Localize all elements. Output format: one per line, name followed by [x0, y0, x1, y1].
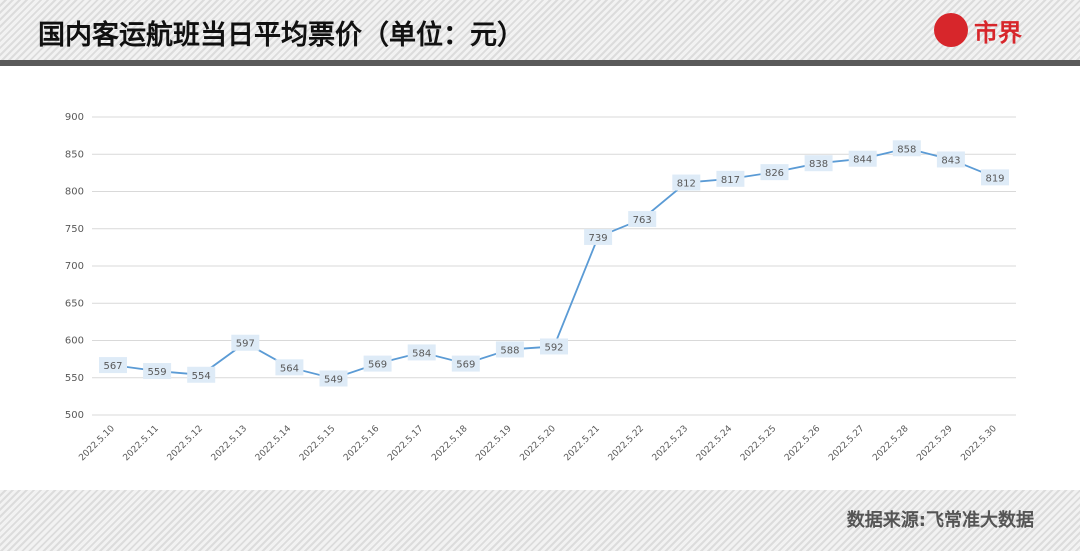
x-tick-label: 2022.5.30 [959, 424, 999, 464]
data-label-bg [231, 334, 260, 351]
data-label-bg [760, 164, 789, 181]
data-label-bg [584, 228, 613, 245]
data-label: 559 [148, 367, 167, 378]
x-tick-label: 2022.5.22 [607, 424, 646, 463]
x-tick-label: 2022.5.21 [563, 424, 602, 463]
y-tick-label: 600 [65, 336, 84, 347]
data-label-bg [672, 174, 701, 191]
x-tick-label: 2022.5.24 [695, 424, 735, 464]
data-label: 549 [324, 374, 343, 385]
data-label-bg [936, 151, 965, 168]
data-label: 588 [500, 345, 519, 356]
x-tick-label: 2022.5.12 [166, 424, 205, 463]
y-tick-label: 500 [65, 410, 84, 421]
logo-text: 市界 [974, 18, 1022, 47]
header-bar [0, 60, 1080, 66]
x-tick-label: 2022.5.29 [915, 424, 955, 464]
x-tick-label: 2022.5.13 [210, 424, 249, 463]
data-label-bg [143, 363, 172, 380]
y-tick-label: 650 [65, 298, 84, 309]
x-tick-label: 2022.5.19 [474, 424, 514, 464]
data-label: 858 [897, 144, 916, 155]
data-label-bg [187, 366, 216, 383]
x-tick-label: 2022.5.18 [430, 424, 470, 464]
data-label: 569 [456, 360, 475, 371]
data-label: 564 [280, 363, 299, 374]
data-label-bg [981, 169, 1009, 186]
data-label-bg [892, 140, 921, 157]
data-label-bg [275, 359, 304, 376]
data-label: 584 [412, 348, 431, 359]
logo: 市界 [934, 12, 1022, 48]
data-label-bg [804, 155, 833, 172]
logo-icon [934, 13, 968, 47]
chart-title: 国内客运航班当日平均票价（单位：元） [38, 20, 524, 51]
data-label-bg [407, 344, 436, 361]
y-tick-label: 900 [65, 112, 84, 123]
data-label-bg [451, 355, 480, 372]
y-tick-label: 550 [65, 373, 84, 384]
x-tick-label: 2022.5.28 [871, 424, 911, 464]
data-label: 844 [853, 155, 872, 166]
x-tick-label: 2022.5.23 [651, 424, 690, 463]
data-label: 597 [236, 339, 255, 350]
data-label: 739 [589, 233, 608, 244]
data-label: 763 [633, 215, 652, 226]
y-tick-label: 700 [65, 261, 84, 272]
data-label-bg [628, 211, 657, 228]
data-label: 812 [677, 179, 696, 190]
x-tick-label: 2022.5.11 [122, 424, 161, 463]
data-label: 843 [941, 155, 960, 166]
data-label-bg [319, 370, 348, 387]
x-tick-label: 2022.5.25 [739, 424, 778, 463]
footer [0, 490, 1080, 551]
data-label-bg [848, 150, 877, 167]
header [0, 0, 1080, 60]
x-tick-label: 2022.5.27 [827, 424, 866, 463]
x-tick-label: 2022.5.20 [518, 424, 558, 464]
x-tick-label: 2022.5.10 [77, 424, 117, 464]
data-label: 554 [192, 371, 211, 382]
data-label: 819 [985, 173, 1004, 184]
data-label: 826 [765, 168, 784, 179]
y-tick-label: 800 [65, 187, 84, 198]
data-label-bg [540, 338, 568, 355]
x-tick-label: 2022.5.17 [386, 424, 425, 463]
y-tick-label: 750 [65, 224, 84, 235]
x-tick-label: 2022.5.16 [342, 424, 382, 464]
data-label-bg [716, 170, 745, 187]
data-label: 569 [368, 360, 387, 371]
data-label-bg [495, 341, 524, 358]
data-label-bg [363, 355, 392, 372]
data-label: 567 [103, 361, 122, 372]
y-tick-label: 850 [65, 149, 84, 160]
data-label: 592 [544, 342, 563, 353]
x-tick-label: 2022.5.14 [254, 424, 294, 464]
data-label: 838 [809, 159, 828, 170]
chart: 500 550 600 650 700 750 800 850 900 567 559 554 597 5… [65, 112, 1016, 464]
x-tick-label: 2022.5.26 [783, 424, 823, 464]
data-label: 817 [721, 175, 740, 186]
source: 数据来源:飞常准大数据 [846, 510, 1034, 531]
data-label-bg [99, 357, 127, 374]
x-tick-label: 2022.5.15 [298, 424, 337, 463]
